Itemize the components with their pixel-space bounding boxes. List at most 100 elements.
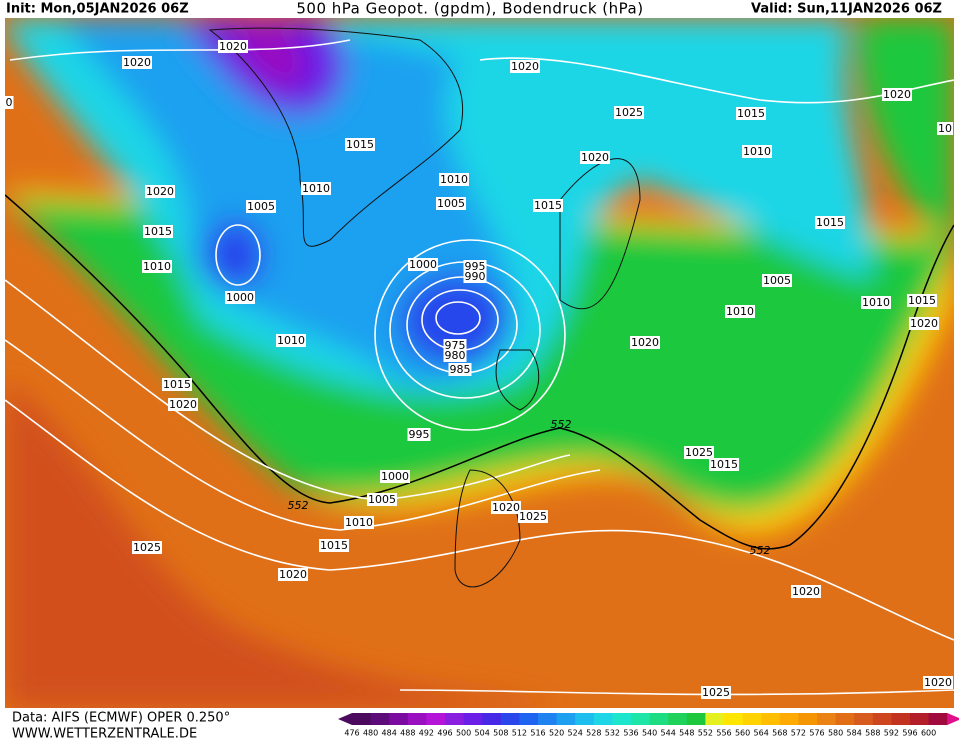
isobar-label-bg [923,676,953,689]
colorbar-label: 580 [828,729,843,738]
colorbar-tip [338,713,352,725]
colorbar-label: 568 [772,729,787,738]
isobar-label-bg [709,458,739,471]
isobar-label-bg [510,60,540,73]
isobar-label-bg [443,339,467,352]
isobar-label: 1010 [743,145,771,158]
isobar-label-bg [319,539,349,552]
isobar-label: 1015 [534,199,562,212]
isobar-label-bg [344,516,374,529]
colorbar-label: 588 [865,729,880,738]
isobar-label: 1025 [685,446,713,459]
isobar-label-bg [491,501,521,514]
colorbar-swatch [352,713,372,725]
isobar-label: 1015 [737,107,765,120]
isobar-label: 1020 [792,585,820,598]
isobar-label-bg [463,260,487,273]
isobar-label-bg [218,40,248,53]
isobar-label: 995 [465,260,486,273]
colorbar-swatch [724,713,744,725]
colorbar-swatch [463,713,483,725]
colorbar-label: 560 [735,729,750,738]
isobar-label-bg [142,260,172,273]
isobar-label-bg [143,225,173,238]
isobar-label-bg [301,182,331,195]
contour-label: 552 [750,544,771,557]
isobar-label: 1010 [277,334,305,347]
isobar-label-bg [367,493,397,506]
colorbar-label: 544 [661,729,676,738]
isobar-label: 1005 [247,200,275,213]
isobar-label: 1005 [368,493,396,506]
colorbar-swatch [631,713,651,725]
colorbar-swatch [798,713,818,725]
isobar-label: 0 [6,96,13,109]
colorbar-swatch [835,713,855,725]
data-source: Data: AIFS (ECMWF) OPER 0.250° [12,711,230,726]
colorbar-label: 572 [791,729,806,738]
isobar-label: 975 [445,339,466,352]
isobar-label: 995 [409,428,430,441]
isobar-label-bg [4,96,14,109]
isobar-label-bg [132,541,162,554]
isobar-label-bg [168,398,198,411]
colorbar-swatch [389,713,409,725]
isobar-label-bg [684,446,714,459]
isobar-label-bg [580,151,610,164]
isobar-label-bg [276,334,306,347]
colorbar-label: 516 [530,729,545,738]
isobar-label: 1020 [581,151,609,164]
colorbar-label: 520 [549,729,564,738]
isobar-label: 10 [938,122,952,135]
isobar-label-bg [443,349,467,362]
isobar-label: 1020 [631,336,659,349]
isobar-label: 1010 [726,305,754,318]
colorbar-swatch [668,713,688,725]
colorbar-swatch [575,713,595,725]
isobar-label-bg [122,56,152,69]
contour-label: 552 [288,499,309,512]
colorbar-swatch [500,713,520,725]
isobar-label-bg [791,585,821,598]
site: WWW.WETTERZENTRALE.DE [12,727,197,742]
isobar-label-bg [408,258,438,271]
isobar-label: 1020 [219,40,247,53]
colorbar-swatch [612,713,632,725]
isobar-label: 1015 [710,458,738,471]
colorbar-label: 532 [605,729,620,738]
isobar-label: 1005 [763,274,791,287]
colorbar-swatch [426,713,446,725]
colorbar-swatch [854,713,874,725]
colorbar-label: 552 [698,729,713,738]
colorbar-swatch [519,713,539,725]
colorbar-swatch [891,713,911,725]
isobar-label: 1020 [123,56,151,69]
colorbar-tip [947,713,959,725]
isobar-label-bg [278,568,308,581]
colorbar-label: 596 [902,729,917,738]
init-time: Init: Mon,05JAN2026 06Z [6,2,189,17]
colorbar-swatch [407,713,427,725]
isobar-label-bg [907,294,937,307]
isobar-label-bg [518,510,548,523]
colorbar-swatch [705,713,725,725]
colorbar-label: 484 [382,729,397,738]
colorbar-label: 524 [568,729,583,738]
isobar-label: 1000 [381,470,409,483]
contour-label: 552 [551,418,572,431]
isobar-label: 1015 [908,294,936,307]
isobar-label-bg [630,336,660,349]
isobar-label-bg [345,138,375,151]
isobar-label-bg [762,274,792,287]
isobar-label: 1015 [320,539,348,552]
isobar-label: 1000 [226,291,254,304]
isobar-label: 1015 [144,225,172,238]
isobar-label-bg [225,291,255,304]
isobar-label-bg [614,106,644,119]
colorbar-swatch [761,713,781,725]
colorbar-label: 556 [716,729,731,738]
colorbar-swatch [686,713,706,725]
isobar-label: 1010 [302,182,330,195]
colorbar-label: 576 [809,729,824,738]
colorbar-label: 508 [493,729,508,738]
